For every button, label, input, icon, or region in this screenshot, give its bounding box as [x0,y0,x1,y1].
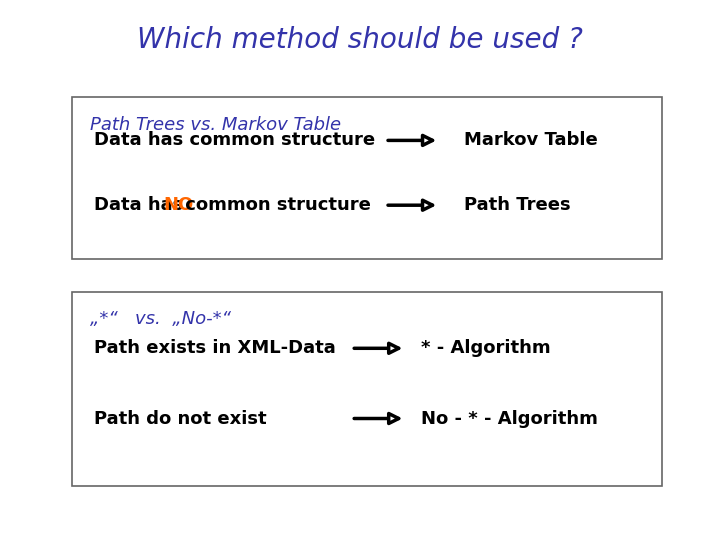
Text: Path Trees: Path Trees [464,196,571,214]
Text: „*“   vs.  „No-*“: „*“ vs. „No-*“ [90,310,231,328]
FancyBboxPatch shape [72,292,662,486]
Text: Which method should be used ?: Which method should be used ? [137,26,583,55]
Text: Markov Table: Markov Table [464,131,598,150]
Text: NO: NO [163,196,194,214]
FancyBboxPatch shape [72,97,662,259]
Text: No - * - Algorithm: No - * - Algorithm [421,409,598,428]
Text: * - Algorithm: * - Algorithm [421,339,551,357]
Text: Data has common structure: Data has common structure [94,131,374,150]
Text: Data has: Data has [94,196,189,214]
Text: Path exists in XML-Data: Path exists in XML-Data [94,339,336,357]
Text: Path Trees vs. Markov Table: Path Trees vs. Markov Table [90,116,341,134]
Text: common structure: common structure [179,196,371,214]
Text: Path do not exist: Path do not exist [94,409,266,428]
